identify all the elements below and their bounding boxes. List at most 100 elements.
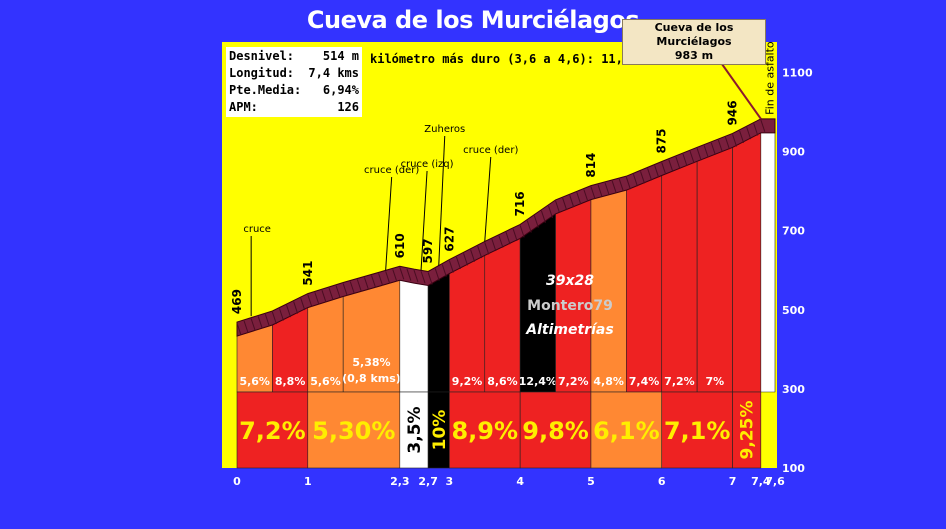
altitude-label: 814 bbox=[584, 153, 598, 178]
km-block-grade: 9,25% bbox=[738, 401, 758, 460]
km-blocks: 7,2% 5,30% 3,5% 10% 8,9% 9,8% 6,1% 7,1% 9,25% bbox=[236, 391, 762, 469]
stat-row: APM: 126 bbox=[229, 99, 359, 116]
road-hatch bbox=[717, 139, 723, 153]
road-hatch bbox=[463, 253, 469, 266]
road-hatch bbox=[321, 290, 327, 303]
road-hatch bbox=[349, 281, 355, 294]
x-tick-label: 3 bbox=[446, 475, 454, 488]
road-hatch bbox=[668, 159, 674, 172]
road-hatch bbox=[448, 260, 454, 273]
road-hatch bbox=[547, 205, 553, 218]
km-block-grade: 8,9% bbox=[451, 417, 518, 445]
road-hatch bbox=[703, 145, 709, 158]
km-block bbox=[519, 391, 592, 469]
road-hatch bbox=[314, 292, 320, 305]
grade-segment bbox=[590, 187, 627, 393]
segment-grade-label: 7,4% bbox=[629, 375, 660, 388]
road-hatch bbox=[583, 189, 589, 202]
km-block-grade: 5,30% bbox=[312, 417, 395, 445]
road-hatch bbox=[434, 268, 440, 281]
x-tick-label: 7,6 bbox=[765, 475, 785, 488]
road-hatch bbox=[540, 210, 546, 223]
annotation-leader bbox=[420, 170, 428, 271]
road-hatch bbox=[498, 235, 504, 248]
road-hatch bbox=[300, 297, 306, 311]
road-hatch bbox=[533, 215, 539, 228]
road-hatch bbox=[569, 195, 575, 208]
stat-row: Desnivel: 514 m bbox=[229, 48, 359, 65]
stats-box: Desnivel: 514 m Longitud: 7,4 kms Pte.Medi… bbox=[226, 47, 362, 117]
grade-segments: 5,6% 8,8% 5,6%5,38% (0,8 kms) 9,2% 8,6% 12,4% 7… bbox=[236, 130, 776, 393]
km-block-grade: 7,2% bbox=[239, 417, 306, 445]
credit-39x28: 39x28 bbox=[546, 273, 594, 289]
km-block-grade: 7,1% bbox=[664, 417, 731, 445]
stat-label: Desnivel: bbox=[229, 49, 295, 63]
road-hatch bbox=[342, 283, 348, 296]
grade-segment bbox=[484, 235, 521, 393]
altitude-label: 946 bbox=[726, 100, 740, 125]
road-hatch bbox=[293, 301, 299, 314]
stat-row: Longitud: 7,4 kms bbox=[229, 65, 359, 82]
road-hatch bbox=[371, 275, 376, 288]
road-hatch bbox=[625, 176, 631, 190]
x-tick-label: 2,3 bbox=[390, 475, 410, 488]
road-hatch bbox=[647, 168, 653, 181]
road-hatch bbox=[420, 271, 426, 284]
annotation-label: cruce (izq) bbox=[401, 159, 454, 170]
x-tick-label: 7 bbox=[729, 475, 737, 488]
grade-segment bbox=[661, 158, 698, 393]
stat-label: Pte.Media: bbox=[229, 83, 302, 97]
road-hatch bbox=[562, 197, 568, 211]
y-tick-label: 900 bbox=[782, 146, 805, 159]
road-hatch bbox=[441, 264, 447, 277]
x-tick-label: 0 bbox=[233, 475, 241, 488]
grade-segment bbox=[449, 252, 486, 393]
y-tick-label: 100 bbox=[782, 462, 805, 475]
grade-segment bbox=[555, 197, 592, 393]
km-block bbox=[307, 391, 401, 469]
credit-altimetrias: Altimetrías bbox=[526, 322, 614, 338]
road-hatch bbox=[484, 242, 490, 255]
road-hatch bbox=[696, 148, 702, 161]
road-hatch bbox=[640, 171, 645, 184]
segment-grade-label: 7,2% bbox=[558, 375, 589, 388]
grade-segment bbox=[732, 130, 762, 393]
km-block-grade: 9,8% bbox=[522, 417, 589, 445]
road-hatch bbox=[526, 220, 532, 233]
road-hatch bbox=[512, 228, 518, 241]
road-hatch bbox=[427, 272, 433, 285]
stat-label: Longitud: bbox=[229, 66, 295, 80]
altitude-label: 875 bbox=[655, 128, 669, 153]
road-band bbox=[236, 118, 776, 337]
road-hatch bbox=[392, 269, 398, 282]
annotation-label: cruce bbox=[243, 224, 271, 235]
road-hatch bbox=[710, 142, 716, 155]
annotation-leader bbox=[484, 156, 492, 242]
chart-title: Cueva de los Murciélagos bbox=[306, 6, 640, 34]
road-hatch bbox=[243, 320, 249, 334]
annotation-label: cruce (der) bbox=[364, 165, 419, 176]
road-hatch bbox=[724, 137, 730, 150]
grade-segment bbox=[427, 271, 450, 393]
credit-montero: Montero79 bbox=[527, 298, 613, 314]
altitude-label: 716 bbox=[513, 191, 527, 216]
segment-grade-label: 8,8% bbox=[275, 375, 306, 388]
segment-grade-label: 12,4% bbox=[519, 375, 557, 388]
road-hatch bbox=[455, 256, 461, 270]
road-hatch bbox=[385, 271, 391, 284]
grade-segment bbox=[696, 145, 733, 393]
annotation-label: Zuheros bbox=[424, 124, 465, 135]
grade-segment bbox=[399, 277, 429, 393]
road-hatch bbox=[307, 294, 313, 307]
km-block bbox=[236, 391, 309, 469]
road-hatch bbox=[760, 119, 766, 132]
road-hatch bbox=[675, 156, 681, 169]
stat-value: 6,94% bbox=[322, 83, 359, 97]
road-hatch bbox=[732, 134, 738, 147]
annotation-label: cruce (der) bbox=[463, 145, 518, 156]
km-block-grade: 3,5% bbox=[405, 406, 425, 453]
road-hatch bbox=[632, 174, 638, 187]
altitude-label: 627 bbox=[442, 227, 456, 252]
road-profile bbox=[236, 118, 776, 337]
x-tick-label: 7,4 bbox=[751, 475, 771, 488]
